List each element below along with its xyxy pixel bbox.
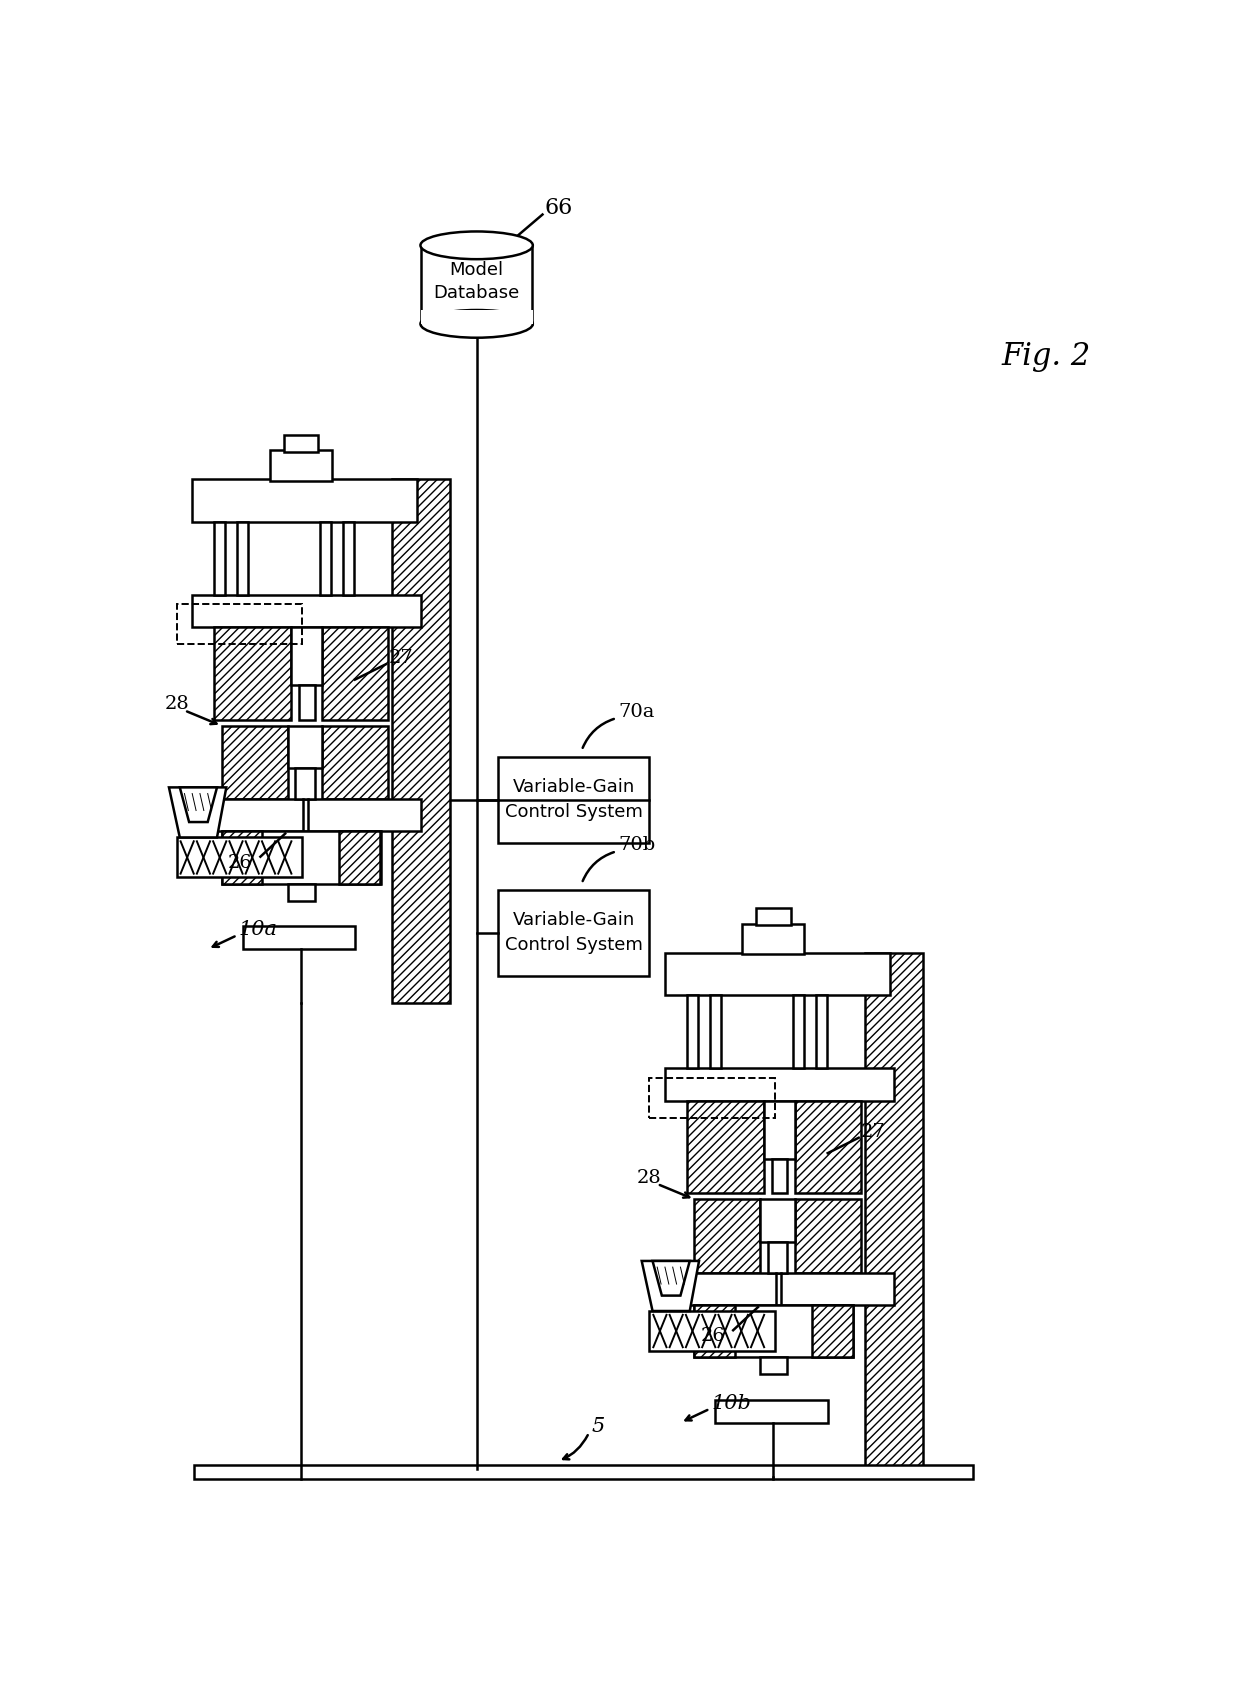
Polygon shape — [652, 1260, 689, 1296]
Bar — [665, 1068, 894, 1100]
Bar — [756, 908, 791, 925]
Text: 66: 66 — [544, 197, 573, 219]
Polygon shape — [642, 1260, 699, 1311]
Bar — [322, 726, 388, 799]
Polygon shape — [169, 787, 226, 837]
Bar — [343, 522, 355, 595]
Bar — [694, 1200, 760, 1272]
Bar — [764, 1100, 795, 1159]
Bar — [270, 450, 332, 480]
Bar — [322, 627, 388, 719]
Bar — [816, 996, 827, 1068]
Bar — [498, 890, 650, 976]
Bar — [288, 883, 315, 900]
Bar — [192, 480, 417, 522]
Bar — [392, 480, 450, 1003]
Text: Variable-Gain
Control System: Variable-Gain Control System — [505, 778, 642, 821]
Polygon shape — [180, 787, 217, 822]
Bar — [743, 923, 805, 954]
Bar — [422, 246, 532, 324]
Bar — [243, 927, 355, 949]
Bar — [215, 627, 291, 719]
Bar — [237, 522, 248, 595]
Bar — [192, 799, 420, 831]
Bar — [222, 831, 381, 883]
Bar — [295, 768, 315, 799]
Bar — [665, 954, 890, 996]
Bar — [222, 831, 262, 883]
Bar — [694, 1304, 853, 1356]
Bar — [288, 726, 322, 768]
Text: 28: 28 — [637, 1169, 662, 1186]
Text: 10a: 10a — [238, 920, 278, 939]
Bar — [866, 954, 923, 1476]
Text: 10b: 10b — [712, 1393, 751, 1414]
Text: 70b: 70b — [618, 836, 655, 854]
Bar — [687, 996, 697, 1068]
Bar — [176, 605, 303, 644]
Bar — [650, 1078, 775, 1117]
Bar — [291, 627, 322, 686]
Bar — [193, 1464, 972, 1479]
Bar — [215, 522, 224, 595]
Bar — [222, 726, 288, 799]
Ellipse shape — [420, 310, 533, 337]
Bar — [694, 1304, 734, 1356]
Bar — [768, 1242, 787, 1272]
Bar — [320, 522, 331, 595]
Bar — [650, 1311, 775, 1351]
Text: 5: 5 — [591, 1417, 605, 1436]
Bar — [760, 1200, 795, 1242]
Bar — [192, 595, 420, 627]
Bar — [665, 1272, 894, 1304]
Bar — [498, 757, 650, 842]
Bar — [812, 1304, 853, 1356]
Bar — [715, 1400, 828, 1422]
Bar — [760, 1356, 787, 1375]
Text: Variable-Gain
Control System: Variable-Gain Control System — [505, 912, 642, 954]
Text: 27: 27 — [388, 649, 413, 667]
Bar — [687, 1100, 764, 1193]
Bar — [709, 996, 720, 1068]
Text: 28: 28 — [165, 696, 188, 713]
Bar — [176, 837, 303, 878]
Bar — [420, 310, 533, 324]
Text: Fig. 2: Fig. 2 — [1002, 340, 1091, 372]
Text: 26: 26 — [701, 1328, 725, 1345]
Text: 26: 26 — [228, 854, 253, 871]
Bar — [795, 1200, 861, 1272]
Bar — [340, 831, 379, 883]
Bar — [299, 686, 315, 719]
Text: 27: 27 — [861, 1122, 885, 1141]
Bar — [284, 435, 317, 452]
Ellipse shape — [420, 231, 533, 259]
Bar — [795, 1100, 861, 1193]
Text: 70a: 70a — [618, 703, 655, 721]
Bar — [792, 996, 804, 1068]
Bar — [771, 1159, 787, 1193]
Text: Model
Database: Model Database — [434, 261, 520, 302]
